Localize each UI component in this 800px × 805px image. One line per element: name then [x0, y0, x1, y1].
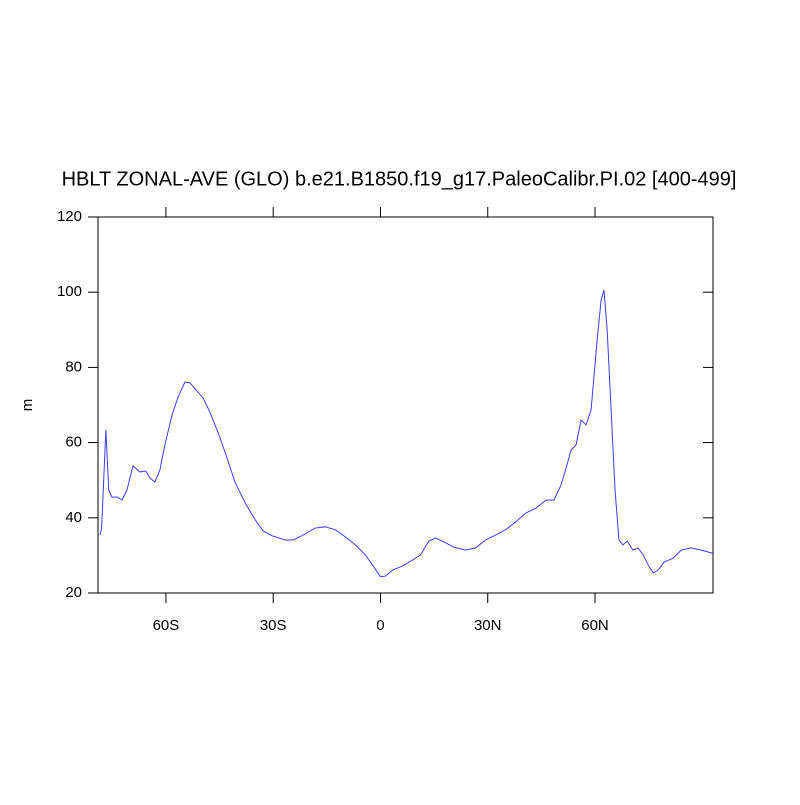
y-tick-label: 80	[65, 358, 82, 375]
x-tick-label: 60S	[153, 617, 180, 634]
chart-title: HBLT ZONAL-AVE (GLO) b.e21.B1850.f19_g17…	[62, 168, 737, 190]
x-tick-label: 60N	[581, 617, 609, 634]
y-tick-label: 100	[57, 283, 82, 300]
y-tick-label: 20	[65, 584, 82, 601]
y-tick-label: 60	[65, 434, 82, 451]
plot-frame	[97, 216, 714, 594]
x-tick-label: 0	[376, 617, 384, 634]
x-tick-label: 30N	[474, 617, 502, 634]
y-axis-label: m	[19, 399, 36, 412]
y-tick-label: 40	[65, 509, 82, 526]
data-line	[99, 289, 713, 578]
x-tick-label: 30S	[260, 617, 287, 634]
y-tick-label: 120	[57, 208, 82, 225]
